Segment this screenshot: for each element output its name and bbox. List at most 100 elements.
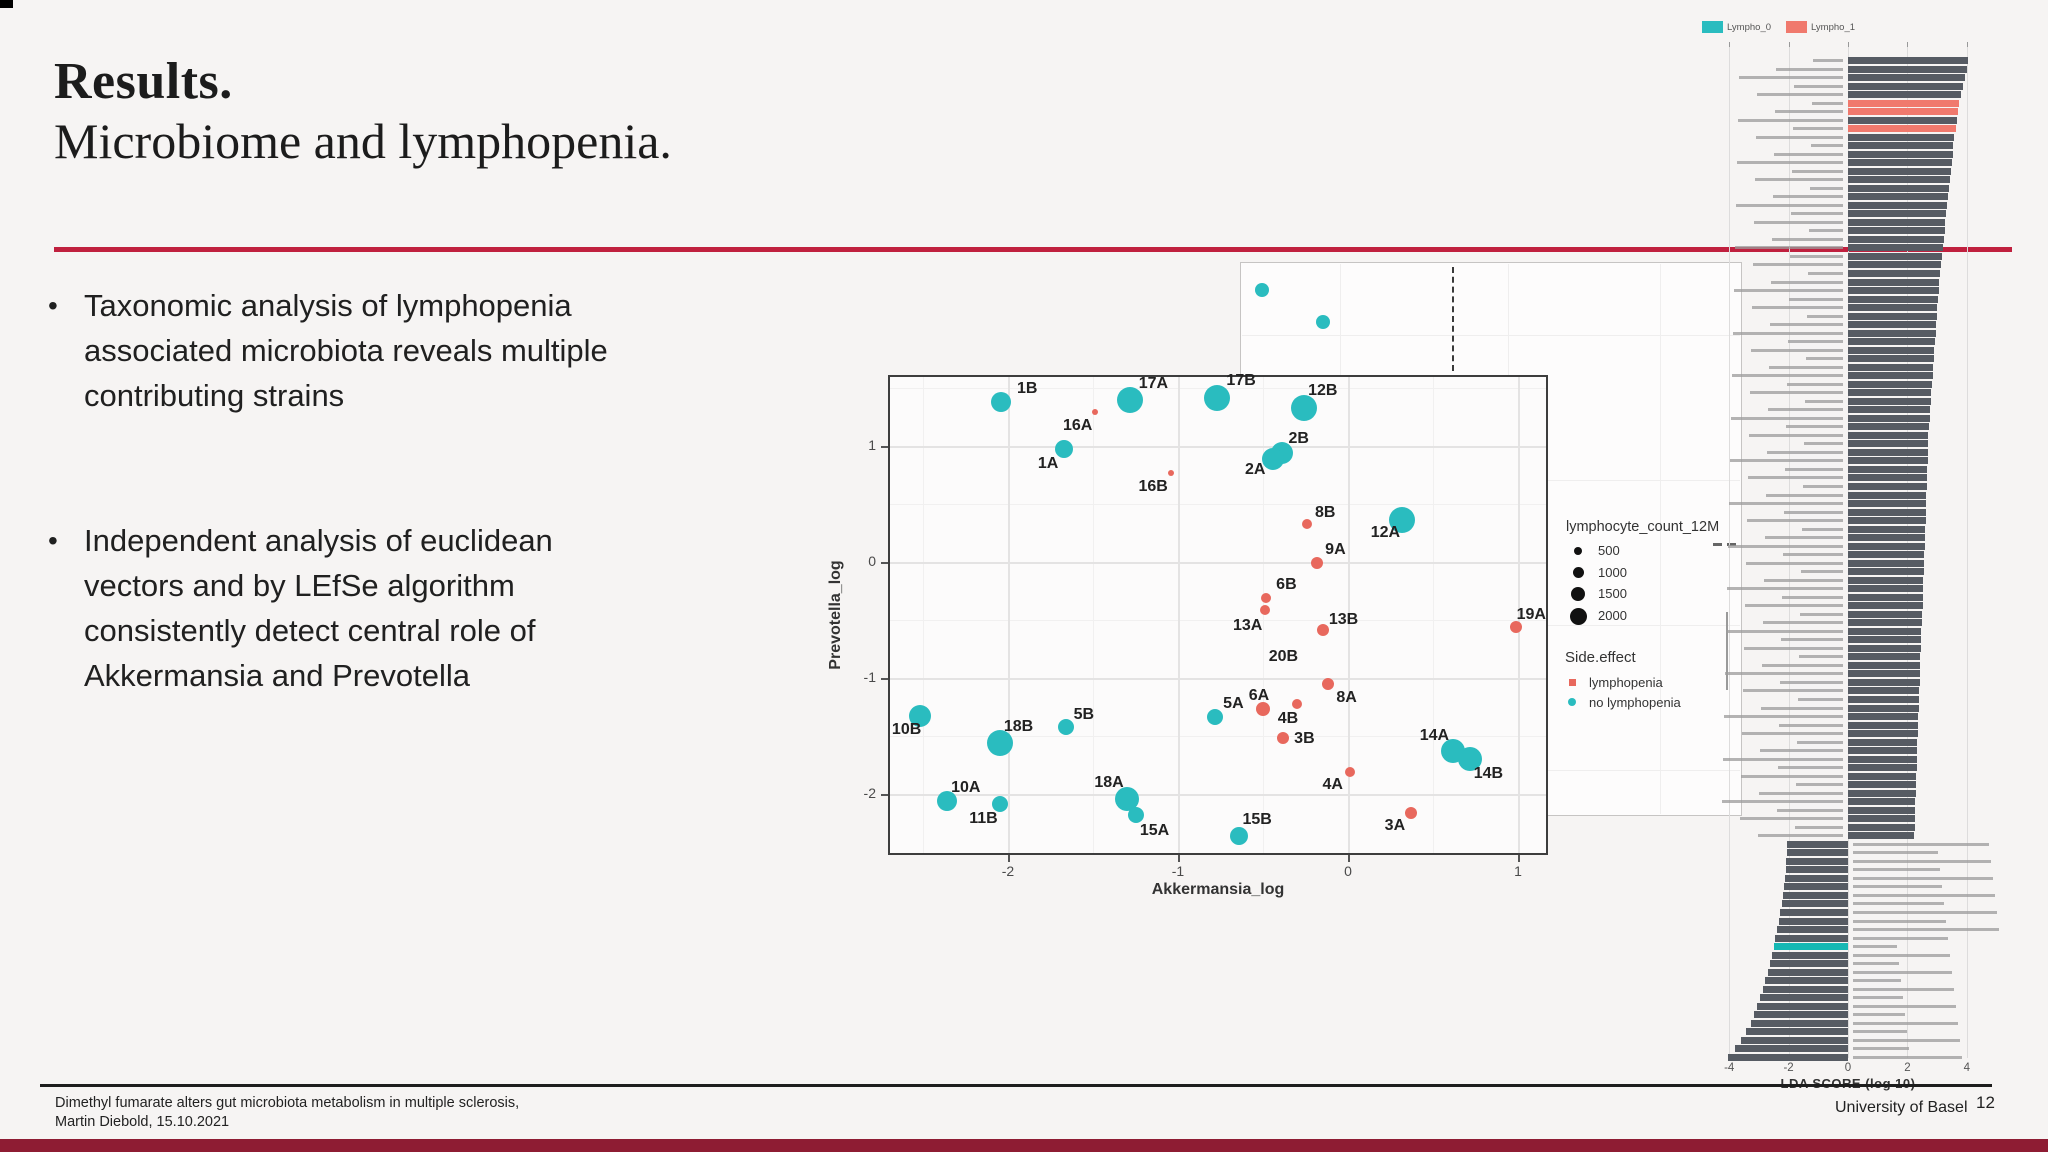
lefse-bar (1770, 960, 1848, 968)
scatter-point-label-12A: 12A (1370, 524, 1401, 542)
lefse-bar (1785, 857, 1848, 865)
taxa-label-placeholder (1798, 698, 1843, 701)
taxa-label-placeholder (1736, 203, 1843, 207)
scatter-gridline-major (890, 446, 1546, 448)
lefse-bar (1848, 602, 1923, 610)
taxa-label-placeholder (1853, 928, 1999, 932)
taxa-label-placeholder (1742, 732, 1843, 736)
lefse-x-tick-label: 4 (1963, 1062, 1970, 1074)
scatter-point-3A (1404, 806, 1417, 819)
lefse-bar (1848, 363, 1934, 371)
taxa-label-placeholder (1800, 612, 1843, 616)
scatter-point-label-1B: 1B (1016, 379, 1038, 397)
scatter-y-axis-label-text: Prevotella_log (827, 560, 844, 670)
taxa-label-placeholder (1853, 1021, 1958, 1025)
scatter-gridline-minor (1263, 377, 1264, 853)
lefse-bar (1775, 934, 1848, 942)
scatter-gridline-major (890, 794, 1546, 796)
scatter-point-6A (1256, 702, 1270, 717)
lefse-bar (1848, 738, 1918, 746)
lefse-bar (1848, 278, 1940, 286)
lefse-bar (1848, 372, 1933, 380)
lefse-bar (1778, 917, 1848, 925)
scatter-gridline-major (1518, 377, 1520, 853)
taxa-label-placeholder (1753, 263, 1843, 267)
lefse-top-tick (1848, 42, 1849, 47)
taxa-label-placeholder (1747, 519, 1843, 523)
lefse-x-tick-label: -2 (1783, 1062, 1794, 1074)
taxa-label-placeholder (1807, 314, 1843, 318)
taxa-label-placeholder (1853, 1030, 1907, 1034)
taxa-label-placeholder (1774, 152, 1843, 156)
lefse-bar (1760, 994, 1848, 1002)
taxa-label-placeholder (1853, 868, 1940, 872)
taxa-label-placeholder (1801, 570, 1843, 574)
scatter-point-8B (1302, 518, 1313, 529)
taxa-label-placeholder (1729, 502, 1843, 506)
taxa-label-placeholder (1781, 638, 1843, 642)
size-legend-label-1000: 1000 (1598, 564, 1627, 580)
bullet-text-1: Taxonomic analysis of lymphopenia associ… (84, 288, 608, 413)
lefse-gridline (1966, 46, 1968, 1058)
taxa-label-placeholder (1758, 834, 1843, 838)
scatter-x-tick-label: -2 (1001, 863, 1015, 879)
scatter-point-label-18A: 18A (1094, 773, 1124, 791)
lefse-top-tick (1729, 42, 1731, 47)
lefse-bar (1848, 730, 1918, 738)
lefse-bar (1848, 193, 1949, 201)
scatter-x-tick (1178, 855, 1180, 862)
scatter-gridline-major (890, 562, 1546, 564)
scatter-point-label-16B: 16B (1138, 477, 1168, 495)
taxa-label-placeholder (1853, 1047, 1909, 1051)
taxa-label-placeholder (1738, 118, 1843, 122)
lefse-legend-swatch-lympho1 (1786, 21, 1807, 33)
lefse-bar (1848, 235, 1944, 243)
lefse-bar (1848, 687, 1920, 695)
lefse-bar (1848, 678, 1920, 686)
lefse-bar (1763, 985, 1848, 993)
scatter-y-tick-label: -2 (863, 785, 876, 801)
taxa-label-placeholder (1782, 595, 1843, 599)
scatter-point-10B (908, 705, 931, 728)
lefse-bar (1750, 1019, 1848, 1027)
scatter-point-label-1A: 1A (1037, 455, 1059, 473)
scatter-point-15B (1230, 826, 1249, 845)
scatter-point-label-14A: 14A (1419, 727, 1450, 745)
lefse-bar (1727, 1053, 1848, 1061)
taxa-label-placeholder (1734, 289, 1843, 293)
scatter-point-3B (1277, 732, 1290, 745)
taxa-label-placeholder (1853, 1004, 1956, 1008)
footer-reference-line1: Dimethyl fumarate alters gut microbiota … (55, 1095, 520, 1111)
lefse-bar (1848, 329, 1936, 337)
scatter-gridline-minor (1093, 377, 1094, 853)
lefse-bar (1848, 798, 1916, 806)
lefse-x-tick-label: 0 (1844, 1062, 1852, 1074)
taxa-label-placeholder (1751, 348, 1843, 352)
scatter-point-17A (1117, 386, 1144, 413)
lefse-bar (1786, 849, 1848, 857)
lefse-bar (1848, 483, 1927, 490)
taxa-label-placeholder (1755, 178, 1843, 182)
lefse-top-tick (1907, 42, 1909, 47)
lefse-gridline (1729, 46, 1731, 1058)
lefse-legend-label-lympho1: Lympho_1 (1811, 22, 1856, 33)
scatter-point-label-19A: 19A (1516, 605, 1546, 623)
taxa-label-placeholder (1778, 766, 1843, 770)
taxa-label-placeholder (1811, 144, 1843, 148)
lefse-bar (1848, 355, 1934, 363)
taxa-label-placeholder (1772, 237, 1843, 241)
lefse-bar (1848, 406, 1931, 414)
scatter-point-label-6A: 6A (1248, 687, 1270, 705)
lefse-bar (1746, 1028, 1848, 1036)
scatter-point-6B (1261, 592, 1272, 603)
lefse-bar (1848, 823, 1915, 831)
bullet-item: • Taxonomic analysis of lymphopenia asso… (48, 283, 648, 418)
bg-gridline-v (1660, 264, 1661, 814)
lefse-bar (1848, 176, 1950, 184)
taxa-label-placeholder (1757, 93, 1843, 97)
lefse-bar (1848, 508, 1926, 516)
taxa-label-placeholder (1767, 450, 1843, 454)
taxa-label-placeholder (1768, 408, 1843, 412)
scatter-point-10A (936, 790, 957, 811)
